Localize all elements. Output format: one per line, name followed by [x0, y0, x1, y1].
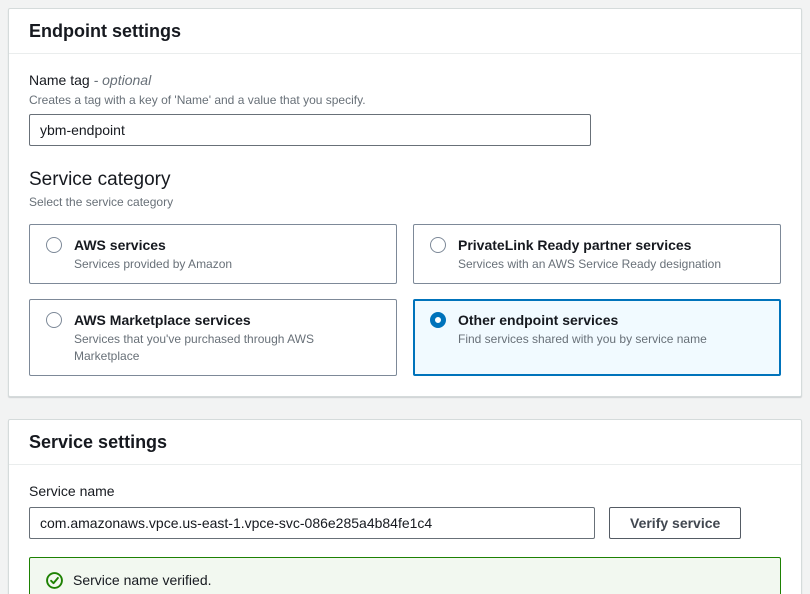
name-tag-label: Name tag - optional: [29, 72, 152, 88]
radio-unchecked-icon[interactable]: [46, 237, 62, 253]
service-name-input[interactable]: [29, 507, 595, 539]
radio-checked-icon[interactable]: [430, 312, 446, 328]
tile-description: Find services shared with you by service…: [458, 332, 707, 346]
service-category-options: AWS services Services provided by Amazon…: [29, 224, 781, 376]
endpoint-settings-header: Endpoint settings: [9, 9, 801, 54]
tile-title: AWS Marketplace services: [74, 312, 251, 328]
tile-title: PrivateLink Ready partner services: [458, 237, 692, 253]
service-verified-alert: Service name verified.: [29, 557, 781, 594]
tile-description: Services that you've purchased through A…: [74, 332, 314, 363]
service-settings-header: Service settings: [9, 420, 801, 465]
endpoint-settings-title: Endpoint settings: [29, 21, 181, 41]
service-name-row: Verify service: [29, 507, 781, 539]
service-category-heading: Service category: [29, 169, 171, 190]
tile-title: AWS services: [74, 237, 166, 253]
tile-description: Services provided by Amazon: [74, 257, 233, 271]
alert-message: Service name verified.: [73, 572, 212, 588]
endpoint-settings-body: Name tag - optional Creates a tag with a…: [9, 54, 801, 396]
service-settings-card: Service settings Service name Verify ser…: [8, 419, 802, 594]
radio-unchecked-icon[interactable]: [46, 312, 62, 328]
service-category-description: Select the service category: [29, 195, 174, 209]
check-circle-icon: [46, 571, 63, 589]
tile-privatelink-ready-partner-services[interactable]: PrivateLink Ready partner services Servi…: [413, 224, 781, 284]
tile-aws-services[interactable]: AWS services Services provided by Amazon: [29, 224, 397, 284]
verify-service-button[interactable]: Verify service: [609, 507, 742, 539]
name-tag-input[interactable]: [29, 114, 591, 146]
tile-aws-marketplace-services[interactable]: AWS Marketplace services Services that y…: [29, 299, 397, 376]
name-tag-optional-suffix: - optional: [93, 72, 152, 88]
radio-unchecked-icon[interactable]: [430, 237, 446, 253]
service-settings-body: Service name Verify service Service name…: [9, 465, 801, 594]
tile-description: Services with an AWS Service Ready desig…: [458, 257, 722, 271]
name-tag-description: Creates a tag with a key of 'Name' and a…: [29, 93, 366, 107]
endpoint-settings-card: Endpoint settings Name tag - optional Cr…: [8, 8, 802, 397]
service-settings-title: Service settings: [29, 432, 168, 452]
tile-title: Other endpoint services: [458, 312, 619, 328]
tile-other-endpoint-services[interactable]: Other endpoint services Find services sh…: [413, 299, 781, 376]
service-name-label: Service name: [29, 483, 115, 499]
